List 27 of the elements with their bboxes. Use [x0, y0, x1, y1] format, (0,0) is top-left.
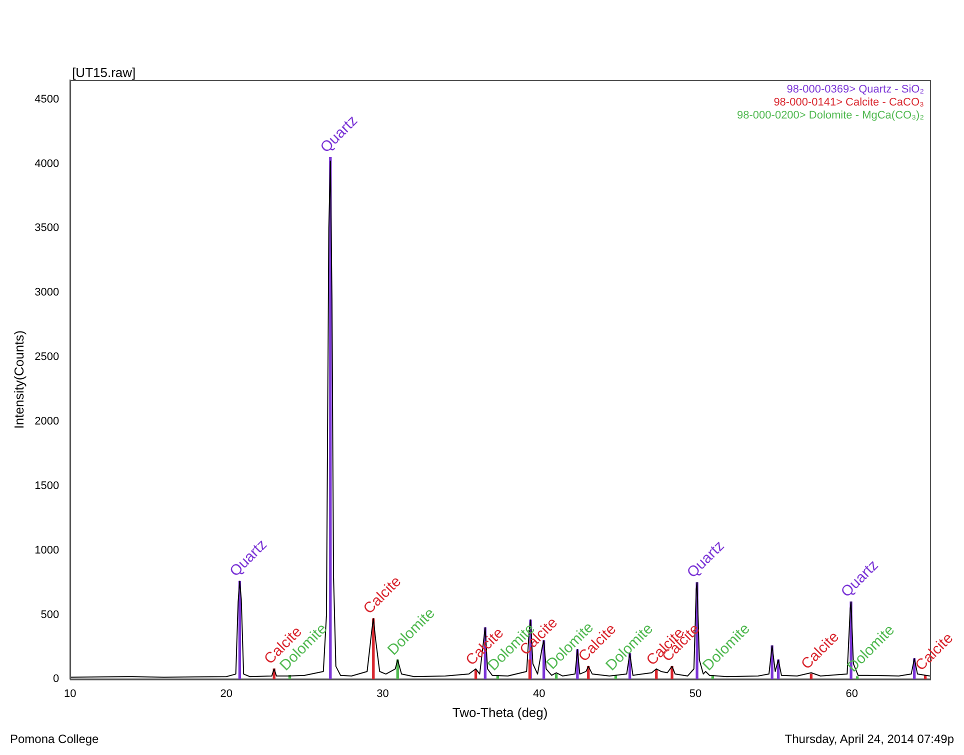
- text: 98-000-0141> Calcite - CaCO₃: [774, 96, 924, 109]
- text: Pomona College: [10, 732, 99, 746]
- bar: [810, 674, 813, 680]
- x-tick-label: 30: [376, 688, 389, 700]
- x-tick-label: 40: [533, 688, 546, 700]
- x-tick-label: 60: [846, 688, 858, 700]
- y-axis-title: Intensity(Counts): [11, 330, 26, 429]
- y-tick-label: 3500: [34, 222, 60, 234]
- y-tick-label: 1000: [34, 544, 60, 556]
- y-tick-label: 4500: [34, 93, 60, 106]
- x-axis-title: Two-Theta (deg): [452, 704, 548, 720]
- y-tick-label: 1500: [34, 480, 60, 492]
- text: 98-000-0200> Dolomite - MgCa(CO₃)₂: [737, 110, 924, 122]
- x-tick-label: 10: [64, 688, 76, 700]
- y-tick-label: 4000: [34, 158, 60, 170]
- bar: [655, 670, 658, 680]
- y-tick-label: 2000: [34, 416, 60, 428]
- chart-title: [UT15.raw]: [72, 65, 136, 80]
- text: 98-000-0369> Quartz - SiO₂: [786, 84, 924, 96]
- y-tick-label: 0: [52, 673, 60, 686]
- x-tick-label: 20: [220, 688, 233, 700]
- y-tick-label: 2500: [34, 351, 60, 364]
- bar: [554, 674, 558, 680]
- x-tick-label: 50: [689, 688, 702, 700]
- text: Thursday, April 24, 2014 07:49p: [784, 732, 954, 746]
- y-tick-label: 500: [40, 608, 60, 621]
- y-tick-label: 3000: [34, 286, 60, 299]
